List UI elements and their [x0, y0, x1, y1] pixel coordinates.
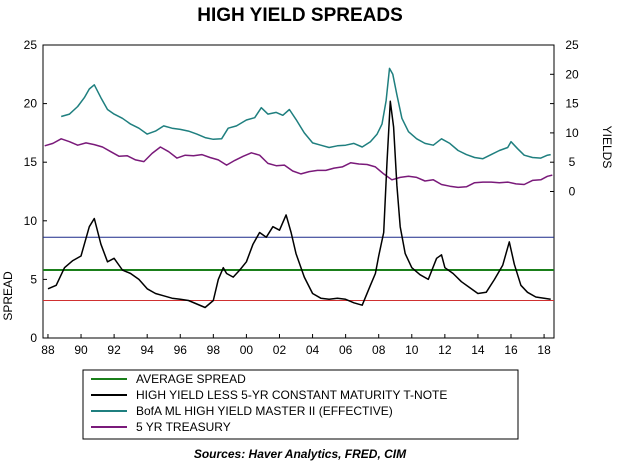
right-tick-label-0: 0: [569, 185, 576, 199]
x-tick-label-0: 88: [41, 343, 55, 357]
right-tick-label-5: 25: [565, 38, 579, 52]
x-tick-label-9: 06: [339, 343, 353, 357]
chart-title: HIGH YIELD SPREADS: [197, 5, 403, 26]
x-tick-label-4: 96: [174, 343, 188, 357]
right-tick-label-1: 5: [569, 155, 576, 169]
left-tick-label-4: 20: [24, 97, 38, 111]
x-tick-label-3: 94: [141, 343, 155, 357]
x-tick-label-12: 12: [438, 343, 452, 357]
reference-lines: [43, 236, 554, 301]
series-line-1: [60, 67, 551, 160]
series-group: [44, 67, 553, 309]
legend-box: [82, 369, 519, 440]
right-tick-label-2: 10: [565, 126, 579, 140]
x-tick-label-2: 92: [107, 343, 121, 357]
x-tick-label-10: 08: [372, 343, 386, 357]
right-axis-ticks: 0 5 10 15 20 25: [550, 38, 579, 199]
series-line-0: [47, 100, 551, 309]
x-tick-label-15: 18: [537, 343, 551, 357]
legend-label-1: HIGH YIELD LESS 5-YR CONSTANT MATURITY T…: [136, 388, 447, 402]
x-tick-label-11: 10: [405, 343, 419, 357]
left-tick-label-5: 25: [24, 38, 38, 52]
x-tick-label-13: 14: [471, 343, 485, 357]
x-tick-label-1: 90: [74, 343, 88, 357]
legend: AVERAGE SPREAD HIGH YIELD LESS 5-YR CONST…: [91, 372, 447, 434]
right-axis-label: YIELDS: [600, 126, 614, 169]
left-axis-ticks: 0 5 10 15 20 25: [24, 38, 47, 345]
x-tick-label-8: 04: [306, 343, 320, 357]
x-axis-ticks: 88 90 92 94 96 98 00 02 04 06 08 10 12 14 16 18: [41, 334, 551, 357]
left-tick-label-0: 0: [30, 331, 37, 345]
right-tick-label-4: 20: [565, 67, 579, 81]
right-tick-label-3: 15: [565, 97, 579, 111]
x-tick-label-6: 00: [240, 343, 254, 357]
legend-label-0: AVERAGE SPREAD: [136, 372, 246, 386]
legend-label-3: 5 YR TREASURY: [136, 420, 231, 434]
left-tick-label-1: 5: [30, 272, 37, 286]
left-tick-label-3: 15: [24, 155, 38, 169]
left-axis-label: SPREAD: [1, 271, 15, 321]
x-tick-label-14: 16: [504, 343, 518, 357]
source-note: Sources: Haver Analytics, FRED, CIM: [194, 447, 407, 461]
series-line-2: [44, 138, 553, 189]
x-tick-label-5: 98: [207, 343, 221, 357]
legend-label-2: BofA ML HIGH YIELD MASTER II (EFFECTIVE): [136, 404, 393, 418]
x-tick-label-7: 02: [273, 343, 287, 357]
left-tick-label-2: 10: [24, 214, 38, 228]
